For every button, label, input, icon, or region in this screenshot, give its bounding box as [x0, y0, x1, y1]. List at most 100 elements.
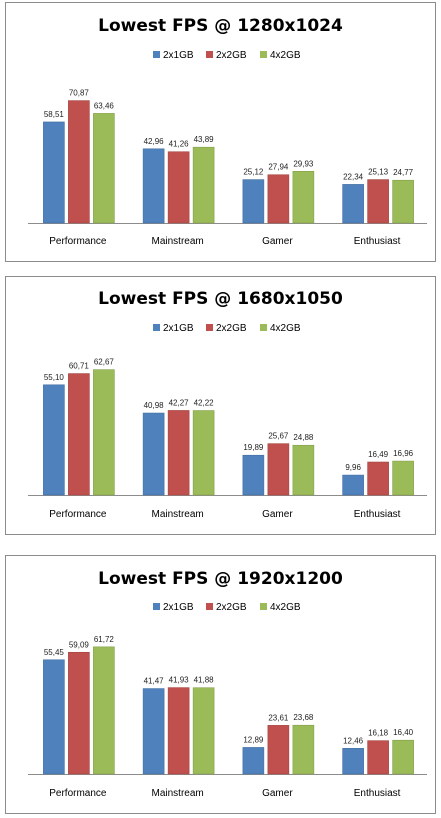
bar-2x2GB-performance [68, 373, 90, 496]
data-label: 12,89 [243, 735, 264, 744]
chart-title: Lowest FPS @ 1280x1024 [98, 16, 343, 36]
bar-4x2GB-enthusiast [392, 179, 414, 224]
data-label: 16,96 [393, 449, 414, 458]
data-label: 22,34 [343, 172, 364, 181]
data-label: 43,89 [194, 135, 215, 144]
category-label: Gamer [262, 788, 293, 799]
bar-2x2GB-enthusiast [367, 461, 389, 496]
legend-swatch-4x2GB [260, 324, 267, 331]
bar-2x2GB-mainstream [167, 410, 190, 496]
data-label: 41,47 [144, 677, 165, 686]
category-label: Performance [49, 509, 107, 520]
data-label: 61,72 [94, 635, 115, 644]
legend-label-2x2GB: 2x2GB [216, 602, 247, 613]
bar-2x2GB-gamer [267, 174, 290, 224]
bar-2x1GB-enthusiast [342, 184, 364, 224]
category-label: Performance [49, 236, 107, 247]
legend-label-2x1GB: 2x1GB [163, 602, 194, 613]
bar-2x1GB-performance [43, 121, 65, 224]
bar-4x2GB-performance [93, 369, 115, 496]
bar-2x1GB-mainstream [142, 412, 165, 496]
data-label: 29,93 [293, 159, 314, 168]
data-label: 40,98 [144, 401, 165, 410]
data-label: 58,51 [44, 110, 65, 119]
category-label: Enthusiast [354, 236, 401, 247]
bar-4x2GB-mainstream [192, 410, 215, 496]
legend-label-2x2GB: 2x2GB [216, 50, 247, 61]
legend-label-4x2GB: 4x2GB [270, 602, 301, 613]
bar-2x1GB-mainstream [142, 688, 165, 775]
chart-panel-1: Lowest FPS @ 1280x1024 2x1GB 2x2GB 4x2GB 58,… [5, 2, 436, 262]
category-label: Mainstream [152, 788, 204, 799]
data-label: 62,67 [94, 358, 115, 367]
bar-4x2GB-gamer [292, 724, 315, 775]
data-label: 24,88 [293, 433, 314, 442]
category-label: Gamer [262, 509, 293, 520]
bar-4x2GB-mainstream [192, 687, 215, 775]
legend-label-4x2GB: 4x2GB [270, 50, 301, 61]
bar-2x1GB-gamer [242, 747, 265, 775]
chart-title: Lowest FPS @ 1680x1050 [98, 289, 343, 309]
data-label: 59,09 [69, 640, 90, 649]
data-label: 23,68 [293, 713, 314, 722]
bar-2x1GB-performance [43, 659, 65, 775]
category-label: Mainstream [152, 236, 204, 247]
data-label: 42,96 [144, 137, 165, 146]
data-label: 12,46 [343, 736, 364, 745]
data-label: 55,10 [44, 373, 65, 382]
bar-4x2GB-enthusiast [392, 739, 414, 775]
legend-swatch-4x2GB [260, 603, 267, 610]
data-label: 70,87 [69, 89, 90, 98]
bar-2x1GB-performance [43, 384, 65, 496]
data-label: 16,40 [393, 728, 414, 737]
bar-4x2GB-performance [93, 646, 115, 775]
chart-legend: 2x1GB 2x2GB 4x2GB [153, 323, 301, 334]
bar-2x2GB-gamer [267, 443, 290, 496]
bar-2x1GB-enthusiast [342, 748, 364, 775]
chart-title: Lowest FPS @ 1920x1200 [98, 569, 343, 589]
category-label: Enthusiast [354, 509, 401, 520]
data-label: 41,88 [194, 676, 215, 685]
chart-panel-2: Lowest FPS @ 1680x1050 2x1GB 2x2GB 4x2GB 55,… [5, 276, 436, 535]
bar-2x1GB-gamer [242, 454, 265, 496]
legend-swatch-2x1GB [153, 324, 160, 331]
legend-swatch-2x1GB [153, 51, 160, 58]
data-label: 24,77 [393, 168, 414, 177]
bar-2x2GB-enthusiast [367, 179, 389, 224]
category-label: Mainstream [152, 509, 204, 520]
chart-legend: 2x1GB 2x2GB 4x2GB [153, 50, 301, 61]
bar-2x2GB-gamer [267, 725, 290, 775]
bar-2x2GB-mainstream [167, 151, 190, 224]
legend-swatch-2x1GB [153, 603, 160, 610]
data-label: 16,49 [368, 450, 389, 459]
legend-label-4x2GB: 4x2GB [270, 323, 301, 334]
chart-svg-1: Lowest FPS @ 1280x1024 2x1GB 2x2GB 4x2GB 58,… [28, 16, 427, 247]
bar-4x2GB-enthusiast [392, 460, 414, 496]
data-label: 55,45 [44, 648, 65, 657]
bar-2x1GB-mainstream [142, 148, 165, 224]
legend-label-2x1GB: 2x1GB [163, 323, 194, 334]
data-label: 41,93 [169, 676, 190, 685]
bar-2x2GB-performance [68, 100, 90, 224]
legend-label-2x2GB: 2x2GB [216, 323, 247, 334]
category-label: Enthusiast [354, 788, 401, 799]
data-label: 63,46 [94, 101, 115, 110]
data-label: 25,12 [243, 168, 264, 177]
data-label: 41,26 [169, 140, 190, 149]
data-label: 19,89 [243, 443, 264, 452]
legend-swatch-4x2GB [260, 51, 267, 58]
data-label: 42,22 [194, 399, 215, 408]
bar-2x2GB-enthusiast [367, 740, 389, 775]
data-label: 9,96 [345, 463, 361, 472]
data-label: 25,67 [268, 432, 289, 441]
legend-swatch-2x2GB [206, 603, 213, 610]
data-label: 23,61 [268, 713, 289, 722]
chart-panel-3: Lowest FPS @ 1920x1200 2x1GB 2x2GB 4x2GB 55,… [5, 555, 436, 814]
bar-4x2GB-gamer [292, 171, 315, 224]
data-label: 42,27 [169, 398, 190, 407]
bar-2x1GB-gamer [242, 179, 265, 224]
category-label: Gamer [262, 236, 293, 247]
bar-2x2GB-performance [68, 651, 90, 775]
chart-svg-2: Lowest FPS @ 1680x1050 2x1GB 2x2GB 4x2GB 55,… [28, 289, 427, 520]
data-label: 60,71 [69, 362, 90, 371]
